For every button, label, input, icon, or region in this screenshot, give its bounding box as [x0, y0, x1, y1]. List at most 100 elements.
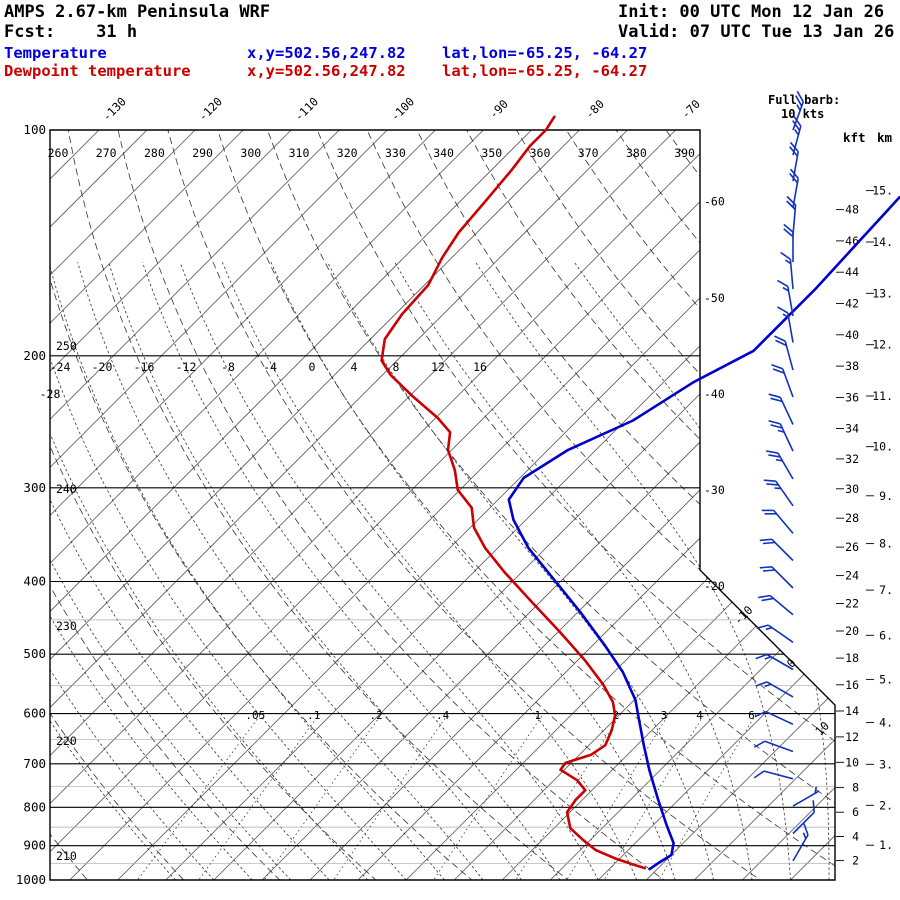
- isotherm-label: -100: [388, 94, 418, 124]
- theta-label: 240: [56, 482, 77, 496]
- isotherm-label: -10: [731, 603, 756, 628]
- theta-label: 320: [337, 146, 358, 160]
- temperature-xy: x,y=502.56,247.82: [247, 44, 406, 62]
- theta-label: 220: [56, 734, 77, 748]
- moist-adiabat-label: -28: [40, 387, 61, 401]
- pressure-tick-label: 900: [23, 838, 46, 853]
- moist-adiabat-label: -24: [50, 360, 71, 374]
- isotherm-label: -120: [196, 94, 226, 124]
- km-tick-label: 4.: [879, 715, 893, 729]
- dewpoint-latlon: lat,lon=-65.25, -64.27: [442, 62, 648, 80]
- kft-tick-label: 20: [845, 624, 859, 638]
- mixing-ratio-label: .1: [307, 709, 320, 722]
- theta-label: 370: [578, 146, 599, 160]
- moist-adiabat-label: -12: [176, 360, 197, 374]
- height-scale: 2468101214161820222426283032343638404244…: [836, 184, 893, 868]
- kft-tick-label: 26: [845, 540, 859, 554]
- theta-label: 230: [56, 619, 77, 633]
- isotherm-label: -130: [99, 94, 129, 124]
- pressure-tick-label: 600: [23, 706, 46, 721]
- moist-adiabat-label: 0: [309, 360, 316, 374]
- forecast-hour: Fcst: 31 h: [4, 22, 138, 42]
- moist-adiabat-label: -8: [221, 360, 235, 374]
- barb-legend-line2: 10 kts: [781, 107, 824, 121]
- km-tick-label: 7.: [879, 583, 893, 597]
- km-tick-label: 8.: [879, 537, 893, 551]
- pressure-tick-label: 1000: [16, 872, 46, 887]
- valid-time: Valid: 07 UTC Tue 13 Jan 26: [618, 22, 895, 42]
- mixing-ratio-label: 3: [661, 709, 668, 722]
- kft-tick-label: 40: [845, 328, 859, 342]
- kft-axis-label: kft: [843, 130, 866, 145]
- km-tick-label: 14.: [872, 235, 893, 249]
- isotherm-label: 10: [812, 719, 832, 739]
- isotherm-label: -110: [292, 94, 322, 124]
- km-tick-label: 13.: [872, 286, 893, 300]
- theta-label: 260: [48, 146, 69, 160]
- km-tick-label: 15.: [872, 184, 893, 198]
- kft-tick-label: 24: [845, 569, 859, 583]
- pressure-tick-label: 100: [23, 122, 46, 137]
- km-tick-label: 11.: [872, 389, 893, 403]
- init-time: Init: 00 UTC Mon 12 Jan 26: [618, 2, 885, 22]
- km-tick-label: 10.: [872, 440, 893, 454]
- mixing-ratio-label: 4: [696, 709, 703, 722]
- theta-label: 300: [240, 146, 261, 160]
- mixing-ratio-label: 1: [534, 709, 541, 722]
- temperature-curve: [507, 196, 900, 871]
- moist-adiabat-label: 12: [431, 360, 445, 374]
- kft-tick-label: 2: [852, 854, 859, 868]
- dewpoint-legend-label: Dewpoint temperature: [4, 62, 191, 80]
- theta-label: 290: [192, 146, 213, 160]
- theta-label: 270: [96, 146, 117, 160]
- moist-adiabat-label: -16: [134, 360, 155, 374]
- dewpoint-xy: x,y=502.56,247.82: [247, 62, 406, 80]
- dewpoint-curve: [380, 115, 647, 870]
- theta-label: 360: [530, 146, 551, 160]
- pressure-tick-label: 200: [23, 348, 46, 363]
- kft-tick-label: 44: [845, 265, 859, 279]
- kft-tick-label: 28: [845, 511, 859, 525]
- kft-tick-label: 6: [852, 805, 859, 819]
- km-tick-label: 1.: [879, 838, 893, 852]
- grid-lines: [50, 130, 835, 880]
- theta-label: 310: [289, 146, 310, 160]
- wind-barbs: [753, 91, 820, 862]
- theta-label: 330: [385, 146, 406, 160]
- mixing-ratio-label: 6: [748, 709, 755, 722]
- kft-tick-label: 16: [845, 678, 859, 692]
- theta-label: 280: [144, 146, 165, 160]
- kft-tick-label: 36: [845, 391, 859, 405]
- isotherm-label: -20: [704, 579, 725, 593]
- kft-tick-label: 38: [845, 359, 859, 373]
- kft-tick-label: 42: [845, 297, 859, 311]
- isotherm-label: -60: [704, 195, 725, 209]
- kft-tick-label: 46: [845, 234, 859, 248]
- kft-tick-label: 4: [852, 830, 859, 844]
- moist-adiabat-label: 16: [473, 360, 487, 374]
- plot-frame: [49, 129, 836, 881]
- theta-label: 210: [56, 849, 77, 863]
- kft-tick-label: 14: [845, 704, 859, 718]
- kft-tick-label: 30: [845, 482, 859, 496]
- temperature-legend-label: Temperature: [4, 44, 107, 62]
- km-axis-label: km: [877, 130, 893, 145]
- mixing-ratio-label: .05: [245, 709, 265, 722]
- theta-label: 340: [433, 146, 454, 160]
- model-title: AMPS 2.67-km Peninsula WRF: [4, 2, 271, 22]
- mixing-ratio-label: .4: [436, 709, 450, 722]
- isotherm-label: -90: [486, 97, 511, 122]
- km-tick-label: 9.: [879, 489, 893, 503]
- theta-label: 380: [626, 146, 647, 160]
- km-tick-label: 6.: [879, 628, 893, 642]
- mixing-ratio-label: .2: [369, 709, 382, 722]
- isotherm-label: -50: [704, 291, 725, 305]
- kft-tick-label: 34: [845, 422, 859, 436]
- kft-tick-label: 10: [845, 755, 859, 769]
- kft-tick-label: 22: [845, 597, 859, 611]
- theta-label: 250: [56, 339, 77, 353]
- pressure-tick-label: 800: [23, 799, 46, 814]
- km-tick-label: 12.: [872, 338, 893, 352]
